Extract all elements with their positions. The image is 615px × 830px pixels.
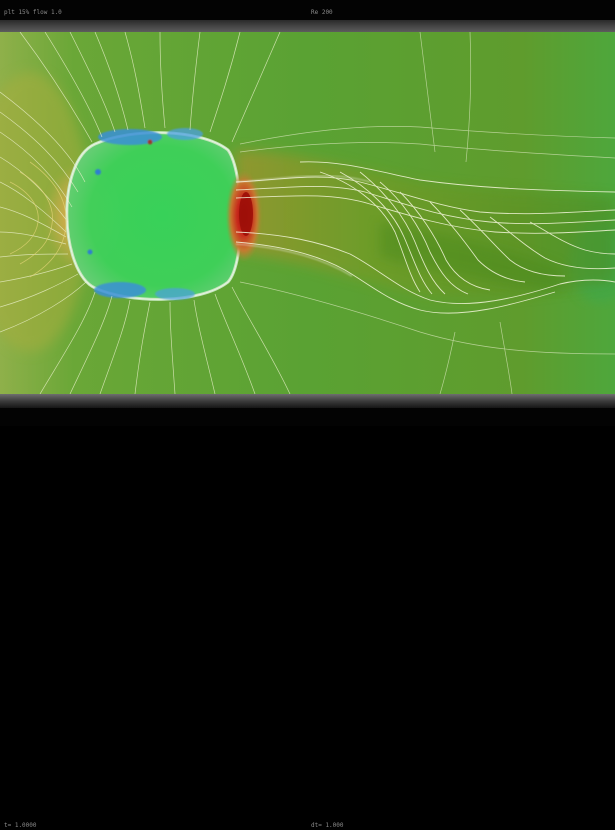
bottom-center-readout: dt= 1.000 (311, 822, 344, 829)
flow-field-svg (0, 32, 615, 394)
bottom-left-readout: t= 1.0000 (4, 822, 37, 829)
pressure-contours (0, 32, 291, 394)
viewport-bottom-frame (0, 394, 615, 408)
vortex-cores (87, 128, 203, 300)
simulation-viewport[interactable] (0, 32, 615, 394)
wake-streamlines (235, 161, 615, 314)
stagnation-isolines (9, 161, 67, 278)
outer-streamlines (239, 32, 615, 394)
top-center-readout: Re 200 (311, 9, 333, 16)
top-left-readout: plt 15% flow 1.0 (4, 9, 62, 16)
bottom-status-bar: t= 1.0000 dt= 1.000 (0, 408, 615, 829)
viewport-top-frame (0, 20, 615, 32)
cylinder-body-icon (65, 131, 243, 301)
top-status-bar: plt 15% flow 1.0 Re 200 (0, 0, 615, 20)
